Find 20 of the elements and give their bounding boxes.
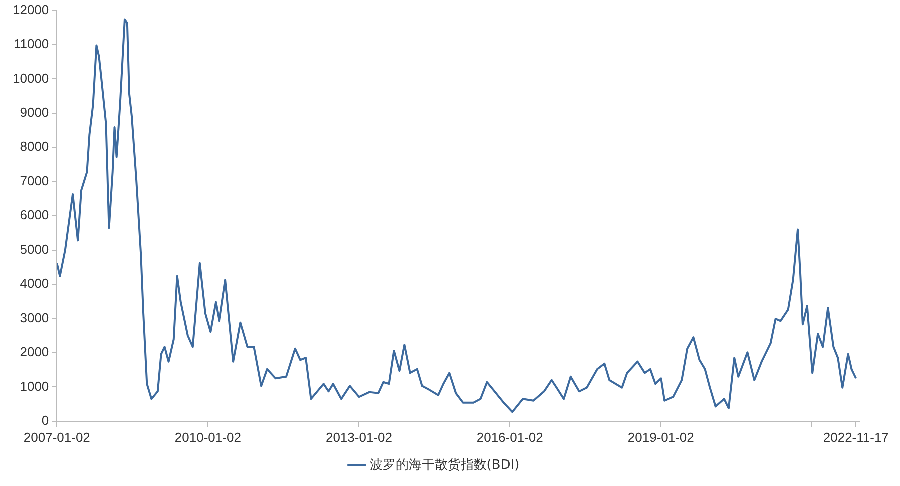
y-tick-label: 11000 (14, 36, 50, 52)
x-tick-label: 2016-01-02 (476, 430, 544, 445)
x-tick-label: 2010-01-02 (174, 430, 242, 445)
x-tick-label: 2022-11-17 (823, 430, 889, 445)
y-tick-label: 1000 (20, 378, 50, 394)
y-tick-label: 6000 (20, 208, 50, 223)
y-tick-label: 7000 (20, 173, 50, 188)
y-tick-label: 0 (42, 412, 50, 428)
y-tick-label: 5000 (20, 242, 50, 257)
x-tick-label: 2019-01-02 (628, 430, 694, 445)
x-tick-label: 2013-01-02 (326, 430, 392, 445)
y-tick-label: 2000 (20, 344, 50, 360)
y-tick-label: 10000 (12, 70, 50, 86)
y-tick-label: 8000 (20, 139, 50, 154)
y-tick-label: 3000 (20, 310, 50, 326)
x-tick-label: 2007-01-02 (24, 430, 90, 445)
legend-label: 波罗的海干散货指数(BDI) (370, 458, 520, 473)
y-tick-label: 4000 (20, 276, 50, 292)
y-tick-label: 9000 (20, 105, 50, 120)
y-tick-label: 12000 (12, 2, 50, 18)
